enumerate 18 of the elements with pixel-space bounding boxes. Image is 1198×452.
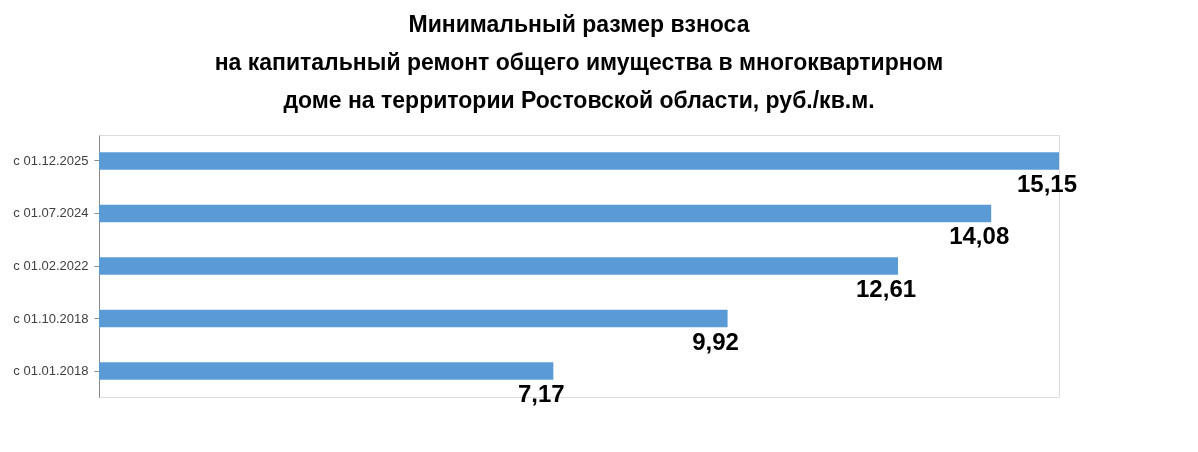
y-tick-label: с 01.02.2022	[13, 258, 89, 273]
bar	[99, 257, 899, 275]
bar	[99, 362, 554, 380]
data-label: 9,92	[692, 327, 739, 355]
data-label: 7,17	[517, 380, 565, 408]
data-label: 12,61	[856, 275, 917, 302]
text: на капитальный ремонт общего имущества в многоквартирном	[214, 49, 944, 75]
y-tick-label: с 01.01.2018	[13, 363, 89, 379]
bar	[99, 309, 728, 328]
y-tick-label: с 01.10.2018	[13, 310, 89, 326]
y-tick-label: с 01.07.2024	[13, 205, 89, 221]
y-tick-label: с 01.12.2025	[13, 152, 89, 168]
data-label: 15,15	[1016, 169, 1078, 197]
bar	[99, 152, 1059, 170]
text: доме на территории Ростовской области, руб./кв.м.	[283, 87, 875, 113]
data-label: 14,08	[949, 222, 1010, 250]
text: Минимальный размер взноса	[408, 11, 750, 37]
bar	[99, 204, 992, 223]
